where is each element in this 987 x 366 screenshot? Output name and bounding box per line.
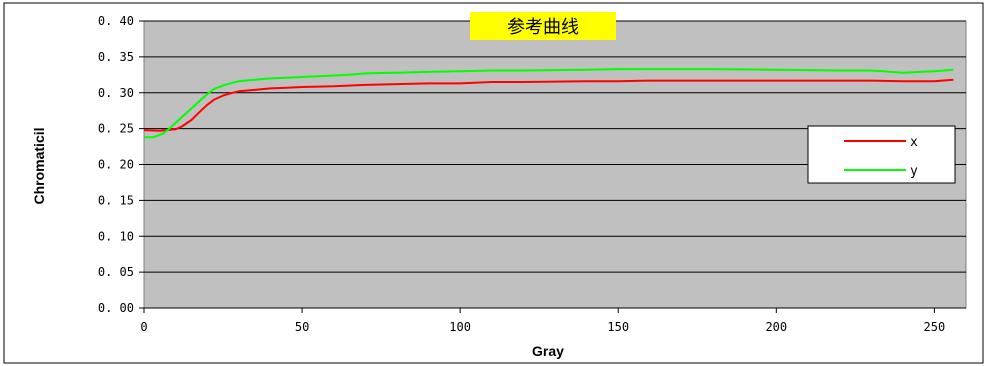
- legend-label-y: y: [910, 164, 918, 179]
- y-tick-label: 0. 10: [98, 229, 134, 243]
- x-tick-label: 250: [924, 320, 946, 334]
- chart-title-background: [470, 12, 616, 40]
- y-tick-label: 0. 15: [98, 193, 134, 207]
- y-axis-title: Chromaticil: [31, 127, 47, 204]
- x-tick-label: 100: [449, 320, 471, 334]
- legend-label-x: x: [910, 135, 918, 150]
- y-axis-ticks: 0. 00 0. 05 0. 10 0. 15 0. 20 0. 25 0. 30 0. 35…: [98, 14, 144, 315]
- y-tick-label: 0. 35: [98, 50, 134, 64]
- y-tick-label: 0. 00: [98, 301, 134, 315]
- legend-box: [807, 125, 956, 184]
- y-tick-label: 0. 20: [98, 158, 134, 172]
- chart-title: 参考曲线: [507, 17, 579, 38]
- x-axis-ticks: 0 50 100 150 200 250: [140, 308, 945, 334]
- series-layer: [143, 68, 954, 139]
- series-line-x: [143, 78, 954, 132]
- y-tick-label: 0. 25: [98, 122, 134, 136]
- x-axis-title: Gray: [532, 343, 564, 359]
- x-tick-label: 150: [607, 320, 629, 334]
- x-tick-label: 0: [140, 320, 147, 334]
- y-tick-label: 0. 30: [98, 86, 134, 100]
- x-tick-label: 200: [765, 320, 787, 334]
- legend: x y: [807, 125, 956, 184]
- x-tick-label: 50: [295, 320, 309, 334]
- y-tick-label: 0. 05: [98, 265, 134, 279]
- y-tick-label: 0. 40: [98, 14, 134, 28]
- series-line-y: [144, 68, 954, 139]
